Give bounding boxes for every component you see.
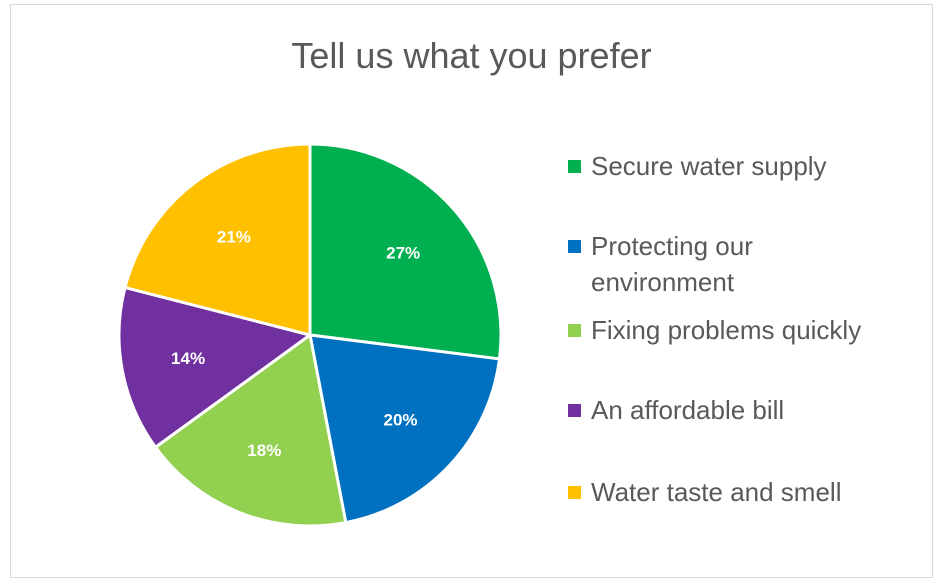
legend-label: Water taste and smell: [591, 477, 842, 507]
legend-label: An affordable bill: [591, 395, 785, 425]
legend-swatch: [568, 404, 581, 417]
chart-legend: Secure water supply Protecting our envir…: [568, 0, 918, 580]
chart-title: Tell us what you prefer: [291, 35, 652, 76]
pie-slice-4: [123, 142, 312, 337]
pie-slice-0: [308, 142, 503, 361]
legend-swatch: [568, 324, 581, 337]
pie-slice-label-3: 14%: [171, 349, 205, 368]
legend-swatch: [568, 240, 581, 253]
pie-slice-2: [153, 333, 348, 528]
pie-slice-label-1: 20%: [383, 410, 417, 429]
pie-slice-label-4: 21%: [217, 227, 251, 246]
legend-label: Protecting our environment: [591, 231, 753, 297]
legend-swatch: [568, 486, 581, 499]
pie-slice-label-2: 18%: [247, 441, 281, 460]
legend-label: Secure water supply: [591, 151, 827, 181]
pie-slice-1: [308, 333, 501, 525]
legend-label: Fixing problems quickly: [591, 315, 862, 345]
legend-swatch: [568, 160, 581, 173]
pie-slice-3: [117, 286, 312, 449]
pie-slice-label-0: 27%: [386, 243, 420, 262]
